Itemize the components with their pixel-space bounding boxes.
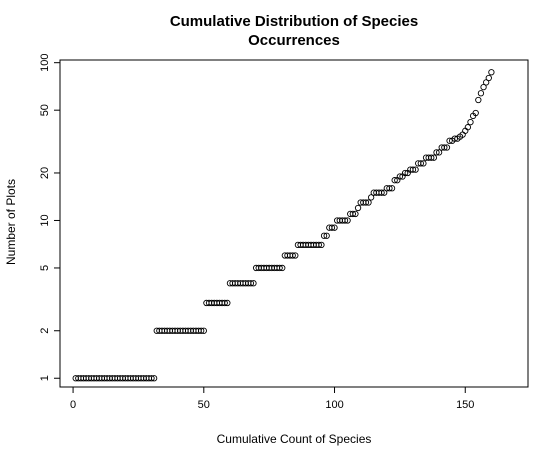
data-point — [200, 327, 207, 334]
y-axis: 1 2 5 10 20 50 100 — [39, 54, 60, 381]
data-point — [341, 217, 349, 224]
y-tick-label: 50 — [39, 104, 51, 116]
data-point — [328, 224, 336, 231]
data-point — [150, 375, 158, 382]
data-point — [148, 375, 155, 382]
data-point — [323, 232, 330, 239]
data-point — [344, 217, 351, 224]
y-tick-label: 2 — [39, 328, 51, 334]
data-point — [315, 241, 322, 249]
x-axis: 0 50 100 150 — [70, 387, 474, 411]
y-tick-label: 5 — [39, 265, 51, 271]
y-axis-label: Number of Plots — [4, 179, 18, 265]
data-point — [378, 189, 385, 196]
data-point — [417, 160, 424, 167]
x-axis-label: Cumulative Count of Species — [217, 432, 372, 446]
y-tick-label: 100 — [39, 54, 51, 72]
data-point — [354, 204, 362, 212]
data-point — [467, 118, 474, 126]
data-point — [485, 74, 492, 82]
data-point — [433, 149, 440, 156]
y-tick-label: 10 — [39, 214, 51, 226]
data-point — [352, 210, 359, 218]
x-tick-label: 50 — [198, 399, 210, 411]
data-point — [388, 185, 396, 192]
data-point — [367, 194, 375, 201]
x-tick-label: 100 — [325, 399, 343, 411]
data-point — [318, 241, 325, 249]
data-point — [472, 109, 479, 117]
data-point — [221, 299, 228, 307]
data-point — [420, 160, 427, 167]
data-point — [480, 83, 487, 91]
data-point — [488, 69, 495, 76]
data-point — [477, 90, 485, 97]
chart-title-line-2: Occurrences — [248, 32, 340, 49]
data-point — [412, 166, 419, 173]
data-point — [198, 327, 205, 334]
x-tick-label: 150 — [456, 399, 474, 411]
data-point — [292, 252, 299, 259]
data-point — [250, 280, 257, 287]
data-point — [430, 154, 438, 161]
data-point — [224, 299, 231, 307]
data-point — [349, 210, 356, 218]
chart-title-line-1: Cumulative Distribution of Species — [170, 13, 418, 30]
data-point — [386, 185, 393, 192]
data-point — [409, 166, 417, 173]
data-point — [443, 144, 451, 151]
data-point — [365, 199, 372, 206]
data-point — [247, 280, 255, 287]
plot-frame — [59, 59, 529, 388]
data-point — [362, 199, 370, 206]
data-point — [276, 264, 283, 272]
data-point — [441, 144, 448, 151]
data-point — [464, 124, 472, 131]
data-point — [396, 173, 404, 180]
y-tick-label: 1 — [39, 375, 51, 381]
data-point — [451, 135, 458, 142]
data-point — [289, 252, 296, 259]
data-point — [446, 137, 453, 144]
data-point — [279, 264, 286, 272]
data-points — [72, 69, 495, 382]
data-point — [401, 169, 409, 177]
data-point — [391, 177, 398, 184]
data-point — [435, 149, 443, 156]
x-tick-label: 0 — [70, 399, 76, 411]
data-point — [475, 96, 482, 104]
data-point — [428, 154, 435, 161]
data-point — [331, 224, 338, 231]
y-tick-label: 20 — [39, 167, 51, 179]
data-point — [320, 232, 328, 239]
